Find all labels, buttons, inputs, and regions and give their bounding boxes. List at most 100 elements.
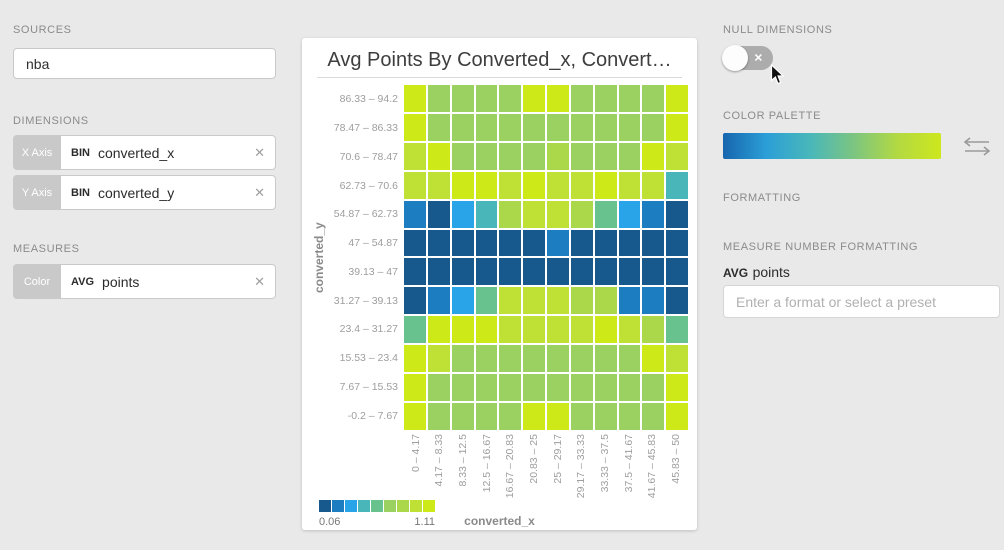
remove-icon[interactable]: ✕ [254, 273, 265, 289]
heatmap-cell[interactable] [547, 345, 569, 373]
heatmap-cell[interactable] [451, 113, 474, 141]
heatmap-cell[interactable] [547, 113, 569, 141]
heatmap-cell[interactable] [666, 171, 688, 199]
heatmap-cell[interactable] [642, 345, 665, 373]
heatmap-cell[interactable] [499, 258, 522, 286]
heatmap-cell[interactable] [666, 229, 688, 257]
heatmap-cell[interactable] [594, 171, 617, 199]
heatmap-cell[interactable] [499, 171, 522, 199]
reverse-palette-button[interactable] [963, 137, 991, 161]
heatmap-cell[interactable] [594, 345, 617, 373]
heatmap-cell[interactable] [666, 258, 688, 286]
heatmap-cell[interactable] [666, 142, 688, 170]
heatmap-cell[interactable] [618, 287, 641, 315]
heatmap-cell[interactable] [642, 287, 665, 315]
heatmap-cell[interactable] [547, 85, 569, 112]
heatmap-cell[interactable] [642, 142, 665, 170]
measure-field-color[interactable]: AVG points ✕ [61, 264, 276, 299]
heatmap-cell[interactable] [404, 200, 426, 228]
heatmap-cell[interactable] [499, 200, 522, 228]
heatmap-cell[interactable] [427, 229, 450, 257]
heatmap-cell[interactable] [570, 258, 593, 286]
heatmap-cell[interactable] [499, 229, 522, 257]
heatmap-cell[interactable] [570, 229, 593, 257]
heatmap-cell[interactable] [475, 258, 498, 286]
heatmap-cell[interactable] [404, 258, 426, 286]
heatmap-cell[interactable] [642, 316, 665, 344]
heatmap-cell[interactable] [451, 142, 474, 170]
heatmap-cell[interactable] [451, 200, 474, 228]
heatmap-cell[interactable] [427, 171, 450, 199]
heatmap-cell[interactable] [642, 403, 665, 430]
heatmap-cell[interactable] [618, 142, 641, 170]
heatmap-cell[interactable] [475, 229, 498, 257]
heatmap-cell[interactable] [475, 200, 498, 228]
heatmap-cell[interactable] [618, 171, 641, 199]
heatmap-cell[interactable] [404, 403, 426, 430]
heatmap-cell[interactable] [523, 345, 545, 373]
heatmap-cell[interactable] [666, 374, 688, 402]
heatmap-cell[interactable] [475, 171, 498, 199]
heatmap-cell[interactable] [594, 316, 617, 344]
heatmap-cell[interactable] [523, 113, 545, 141]
heatmap-cell[interactable] [618, 85, 641, 112]
heatmap-cell[interactable] [427, 403, 450, 430]
heatmap-cell[interactable] [404, 316, 426, 344]
heatmap-cell[interactable] [404, 113, 426, 141]
heatmap-cell[interactable] [570, 171, 593, 199]
heatmap-cell[interactable] [666, 316, 688, 344]
heatmap-cell[interactable] [547, 403, 569, 430]
heatmap-cell[interactable] [618, 200, 641, 228]
heatmap-cell[interactable] [547, 287, 569, 315]
heatmap-cell[interactable] [642, 113, 665, 141]
source-selector[interactable]: nba [13, 48, 276, 79]
heatmap-cell[interactable] [523, 374, 545, 402]
heatmap-cell[interactable] [451, 345, 474, 373]
heatmap-cell[interactable] [642, 258, 665, 286]
color-palette-gradient[interactable] [723, 133, 941, 159]
heatmap-cell[interactable] [475, 345, 498, 373]
heatmap-cell[interactable] [666, 200, 688, 228]
heatmap-cell[interactable] [618, 258, 641, 286]
heatmap-cell[interactable] [523, 85, 545, 112]
heatmap-cell[interactable] [547, 374, 569, 402]
heatmap-cell[interactable] [427, 316, 450, 344]
heatmap-cell[interactable] [547, 142, 569, 170]
remove-icon[interactable]: ✕ [254, 184, 265, 200]
heatmap-cell[interactable] [547, 316, 569, 344]
heatmap-cell[interactable] [427, 85, 450, 112]
heatmap-cell[interactable] [451, 171, 474, 199]
heatmap-cell[interactable] [523, 142, 545, 170]
heatmap-cell[interactable] [404, 287, 426, 315]
heatmap-cell[interactable] [523, 200, 545, 228]
heatmap-cell[interactable] [451, 258, 474, 286]
heatmap-cell[interactable] [499, 113, 522, 141]
heatmap-cell[interactable] [666, 287, 688, 315]
heatmap-cell[interactable] [523, 258, 545, 286]
heatmap-cell[interactable] [594, 258, 617, 286]
heatmap-cell[interactable] [570, 85, 593, 112]
heatmap-cell[interactable] [570, 200, 593, 228]
heatmap-cell[interactable] [451, 403, 474, 430]
heatmap-cell[interactable] [451, 287, 474, 315]
heatmap-cell[interactable] [427, 258, 450, 286]
heatmap-cell[interactable] [451, 316, 474, 344]
heatmap-cell[interactable] [427, 200, 450, 228]
heatmap-cell[interactable] [666, 345, 688, 373]
heatmap-cell[interactable] [427, 113, 450, 141]
heatmap-cell[interactable] [427, 374, 450, 402]
heatmap-cell[interactable] [618, 374, 641, 402]
heatmap-cell[interactable] [547, 229, 569, 257]
heatmap-cell[interactable] [666, 113, 688, 141]
heatmap-cell[interactable] [475, 316, 498, 344]
heatmap-cell[interactable] [404, 229, 426, 257]
heatmap-cell[interactable] [523, 229, 545, 257]
heatmap-cell[interactable] [594, 200, 617, 228]
heatmap-cell[interactable] [499, 316, 522, 344]
heatmap-cell[interactable] [475, 142, 498, 170]
heatmap-cell[interactable] [475, 85, 498, 112]
heatmap-cell[interactable] [475, 287, 498, 315]
heatmap-cell[interactable] [594, 142, 617, 170]
heatmap-cell[interactable] [547, 200, 569, 228]
heatmap-cell[interactable] [404, 345, 426, 373]
